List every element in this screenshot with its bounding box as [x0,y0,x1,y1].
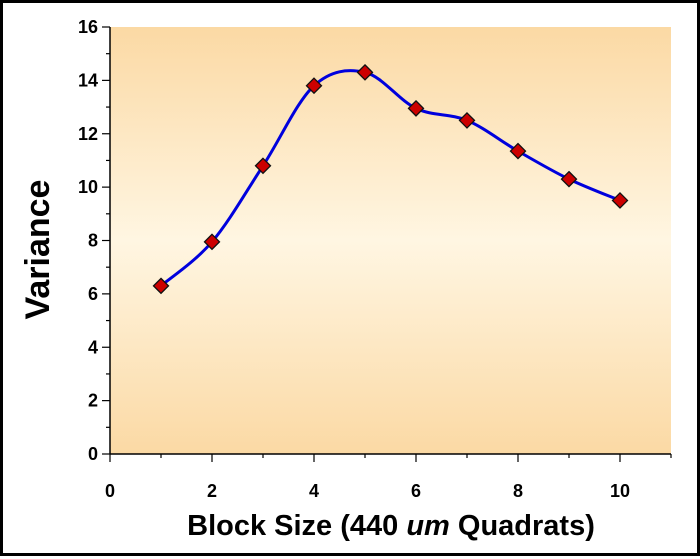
data-point-marker [305,77,323,95]
variance-chart: 0 2 4 6 8 10 12 14 16 0 2 4 6 8 10 Variance Block Siz… [19,17,672,542]
data-point-marker [560,170,578,188]
data-point-marker [356,63,374,81]
x-tick-label: 2 [207,481,217,501]
data-point-marker [509,142,527,160]
y-axis-title: Variance [19,180,57,320]
data-point-marker [458,111,476,129]
y-tick-label: 2 [88,391,98,411]
data-point-marker [254,157,272,175]
y-tick-label: 10 [78,177,98,197]
data-markers [152,63,629,295]
x-title-italic: um [406,510,450,542]
plot-area [110,27,671,454]
data-point-marker [611,192,629,209]
x-tick-label: 6 [411,481,421,501]
data-point-marker [407,99,425,117]
y-tick-label: 14 [78,70,98,90]
x-tick-label: 10 [610,481,630,501]
x-tick-label: 4 [309,481,319,501]
y-tick-label: 4 [88,337,98,357]
series-line [160,69,621,288]
x-axis-title: Block Size (440 um Quadrats) [187,510,595,542]
data-point-marker [203,233,221,251]
x-tick-label: 8 [513,481,523,501]
y-tick-label: 6 [88,284,98,304]
y-tick-label: 0 [88,444,98,464]
y-tick-label: 8 [88,231,98,251]
x-title-suffix: Quadrats) [450,510,595,542]
y-tick-label: 12 [78,124,98,144]
data-point-marker [152,277,170,295]
x-title-prefix: Block Size (440 [187,510,406,542]
y-tick-label: 16 [78,17,98,37]
y-axis-ticks: 0 2 4 6 8 10 12 14 16 [78,17,110,464]
x-tick-label: 0 [105,481,115,501]
x-axis-ticks: 0 2 4 6 8 10 [105,454,672,501]
